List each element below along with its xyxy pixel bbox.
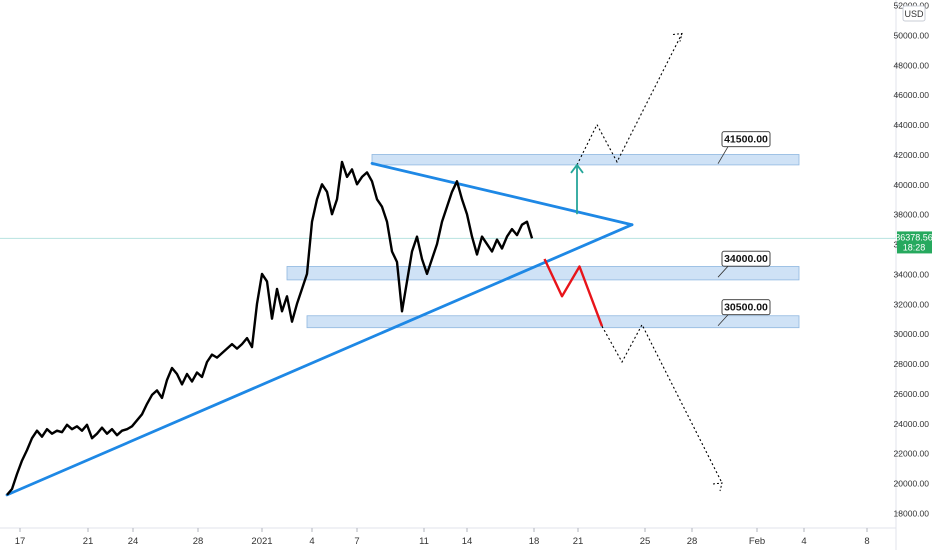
time-tick-label: 28 <box>193 536 204 547</box>
time-axis[interactable]: 17 21 24 28 2021 4 7 11 14 18 21 25 28 Feb 4 8 <box>0 527 896 547</box>
price-tick-label: 24000.00 <box>894 419 930 429</box>
bullish-projection-path <box>576 33 683 166</box>
time-tick-label: 14 <box>462 536 473 547</box>
time-tick-label: 2021 <box>251 536 272 547</box>
price-tick-label: 46000.00 <box>894 90 930 100</box>
time-tick-label: 4 <box>309 536 314 547</box>
zone-callout-box <box>721 250 771 267</box>
price-tick-label: 50000.00 <box>894 31 930 41</box>
price-tick-label: 22000.00 <box>894 449 930 459</box>
time-tick-label: 24 <box>128 536 139 547</box>
current-price-value: 36378.56 <box>895 232 932 242</box>
time-tick-label: 8 <box>864 536 869 547</box>
currency-badge[interactable]: USD <box>902 5 926 22</box>
time-tick-label: 17 <box>15 536 26 547</box>
current-price-badge: 36378.56 18:28 <box>895 231 932 254</box>
time-tick-label: 4 <box>801 536 806 547</box>
zone-callout-pointer <box>717 265 729 278</box>
price-tick-label: 32000.00 <box>894 299 930 309</box>
bearish-projection-path <box>601 323 723 484</box>
time-tick-label: 7 <box>354 536 359 547</box>
price-tick-label: 30000.00 <box>894 329 930 339</box>
price-tick-label: 44000.00 <box>894 120 930 130</box>
zone-callout-pointer <box>717 146 729 164</box>
price-tick-label: 28000.00 <box>894 359 930 369</box>
zone-band <box>306 315 800 329</box>
projection-paths <box>543 32 723 492</box>
price-tick-label: 20000.00 <box>894 479 930 489</box>
price-tick-label: 40000.00 <box>894 180 930 190</box>
upper-trendline <box>370 161 634 227</box>
price-tick-label: 42000.00 <box>894 150 930 160</box>
time-tick-label: 21 <box>83 536 94 547</box>
zone-callout-box <box>721 299 771 316</box>
price-tick-label: 34000.00 <box>894 269 930 279</box>
zone-callout-pointer <box>717 314 729 326</box>
time-tick-label: 25 <box>640 536 651 547</box>
time-tick-label: 28 <box>687 536 698 547</box>
zone-callout-label: 34000.00 <box>724 253 768 265</box>
zone-callout-label: 30500.00 <box>724 302 768 314</box>
zone-price-labels: 41500.00 34000.00 30500.00 <box>717 131 771 326</box>
price-tick-label: 18000.00 <box>894 508 930 518</box>
time-tick-label: 11 <box>419 536 429 547</box>
projection-end-marker <box>672 32 683 42</box>
projection-end-marker <box>712 482 723 492</box>
time-axis-ticks: 17 21 24 28 2021 4 7 11 14 18 21 25 28 Feb 4 8 <box>15 528 870 547</box>
time-tick-label: 18 <box>529 536 540 547</box>
triangle-trendlines <box>5 161 634 497</box>
time-tick-label: 21 <box>573 536 584 547</box>
price-tick-label: 38000.00 <box>894 210 930 220</box>
price-series-line <box>6 160 534 496</box>
price-tick-label: 26000.00 <box>894 389 930 399</box>
zone-callout-box <box>721 131 771 148</box>
price-tick-label: 48000.00 <box>894 60 930 70</box>
time-tick-label: Feb <box>749 536 765 547</box>
zone-band <box>286 266 800 281</box>
current-price-timer: 18:28 <box>903 242 926 252</box>
lower-trendline <box>5 223 634 497</box>
zone-callout-label: 41500.00 <box>724 134 768 146</box>
support-resistance-zones <box>286 154 800 329</box>
currency-label: USD <box>904 9 924 19</box>
zone-band <box>371 154 800 166</box>
bullish-arrow-head <box>570 163 584 174</box>
bearish-scenario-path <box>543 258 604 327</box>
